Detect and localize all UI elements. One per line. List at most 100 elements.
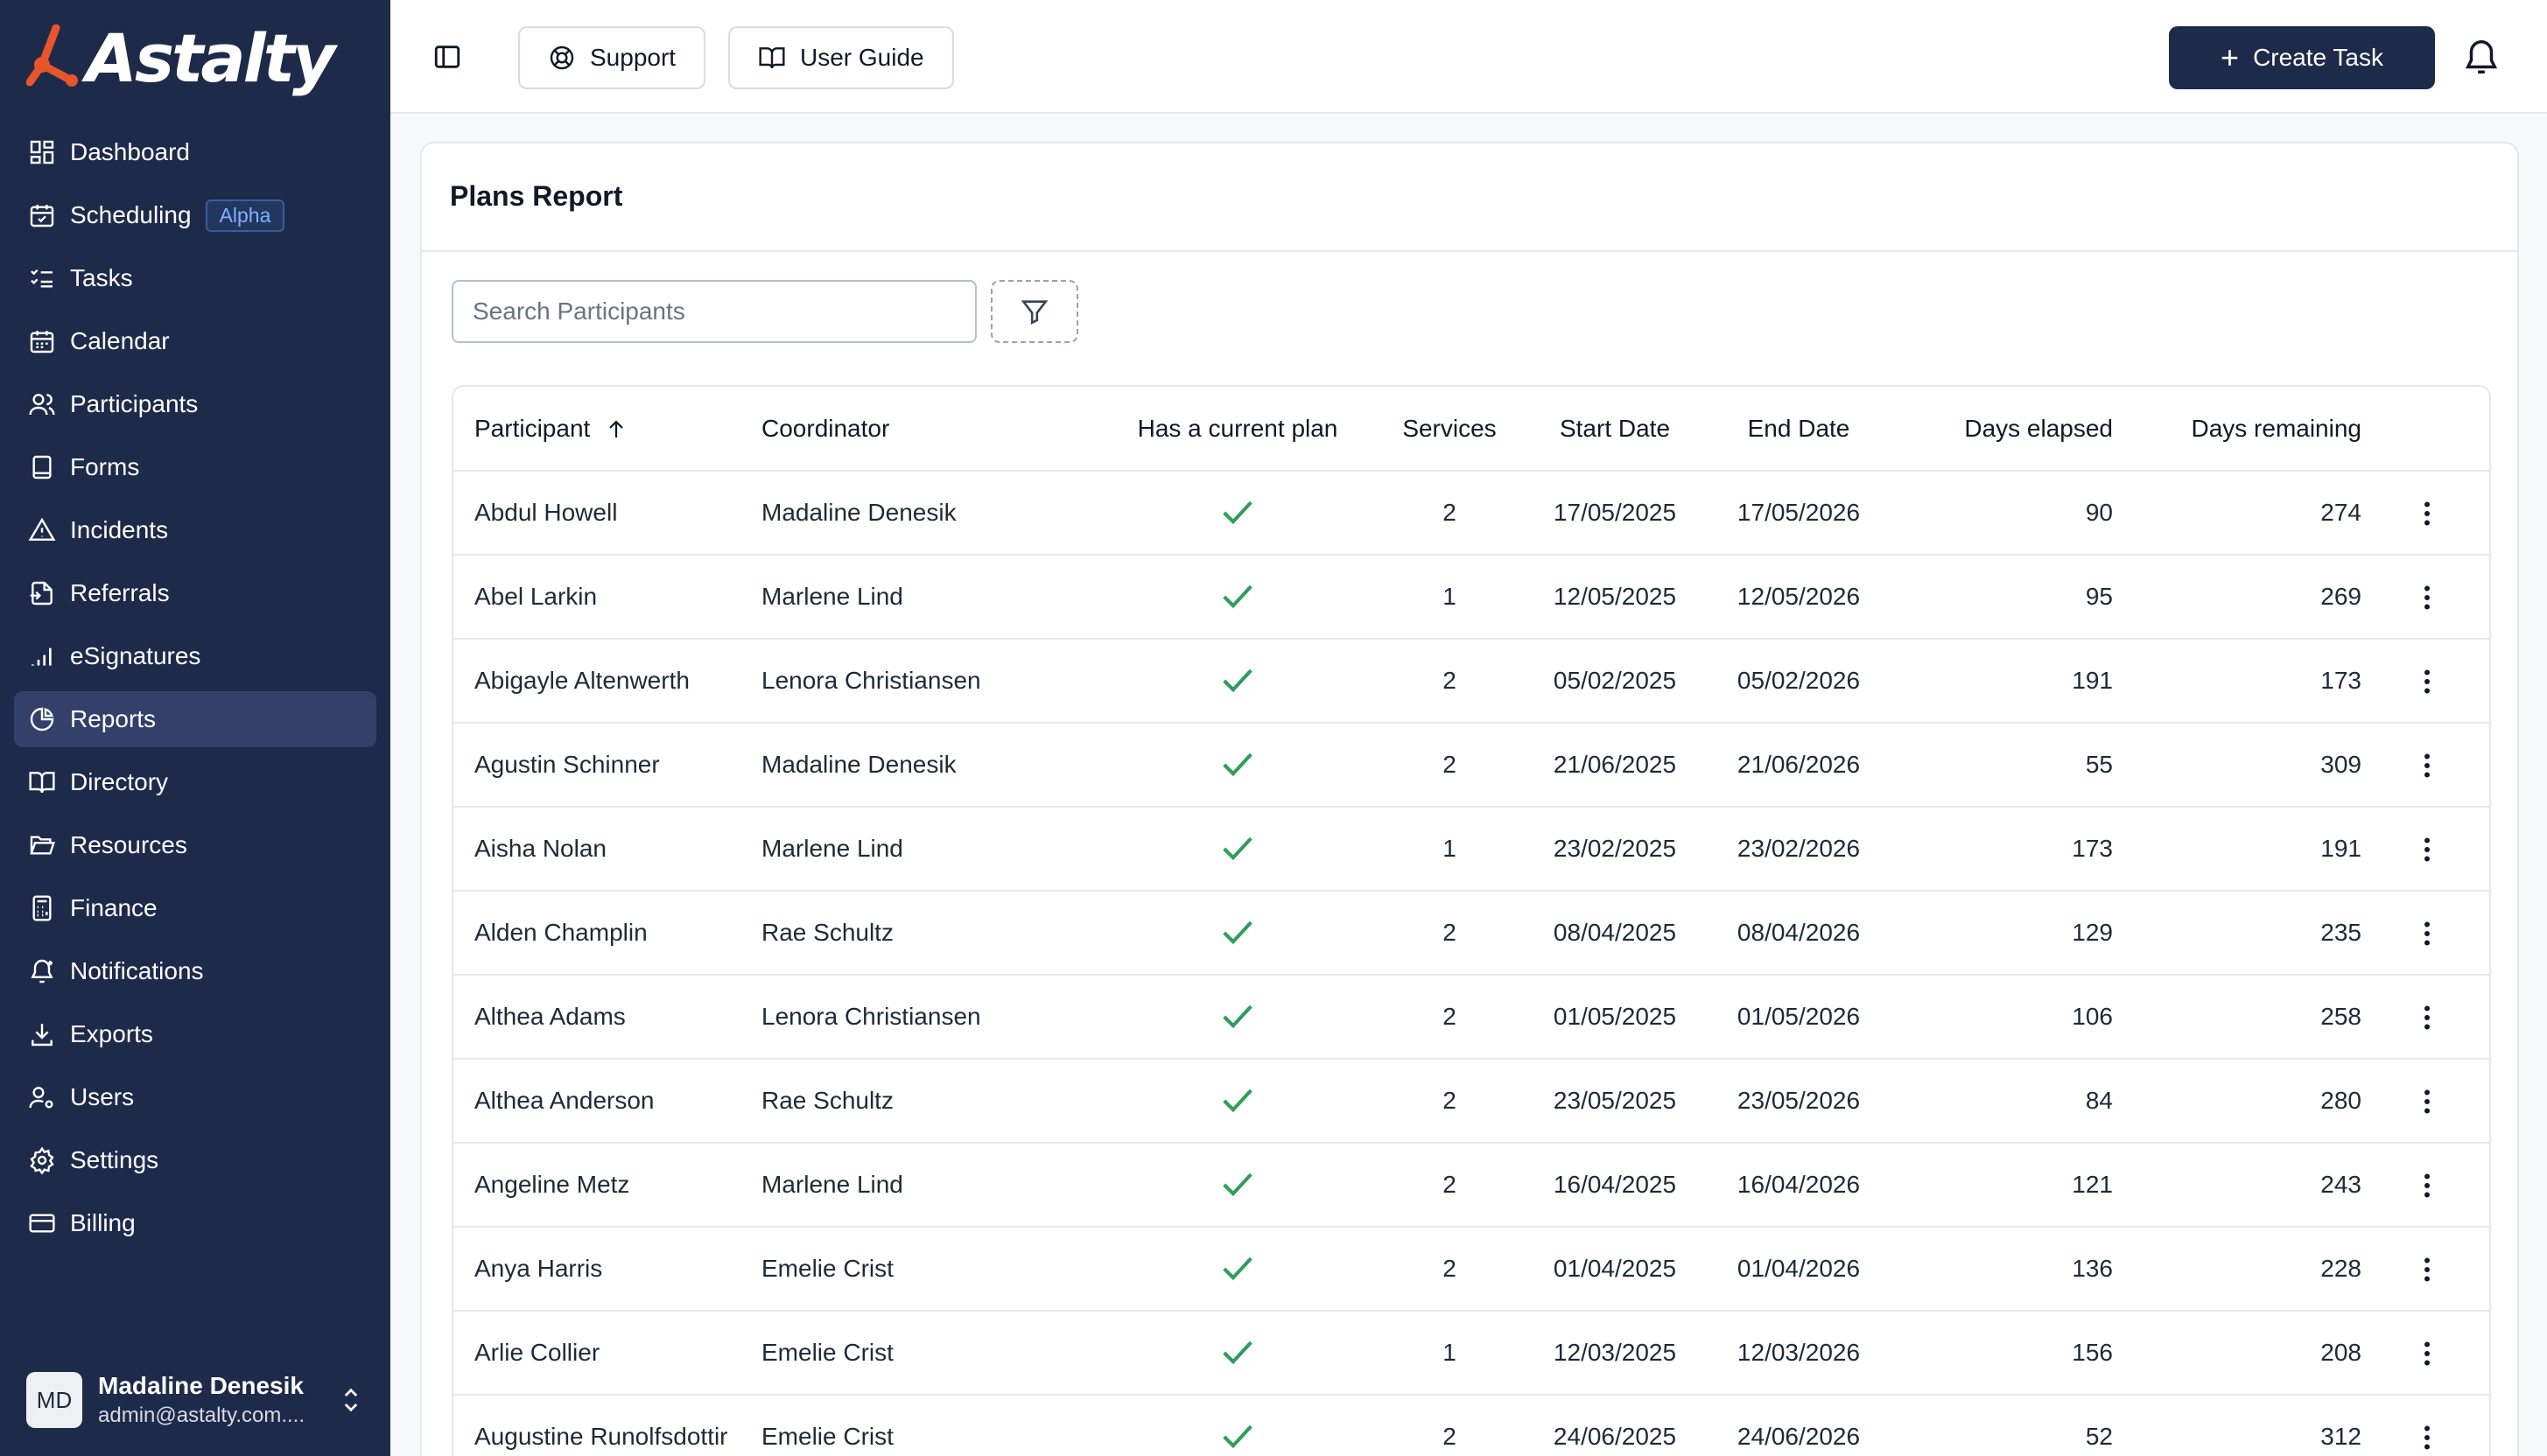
table-row[interactable]: Althea Adams Lenora Christiansen 2 01/05… xyxy=(453,975,2489,1060)
sidebar-item-exports[interactable]: Exports xyxy=(14,1006,376,1062)
row-actions[interactable] xyxy=(2365,555,2489,640)
column-header-days-elapsed[interactable]: Days elapsed xyxy=(1889,387,2116,472)
table-row[interactable]: Augustine Runolfsdottir Emelie Crist 2 2… xyxy=(453,1395,2489,1456)
table-row[interactable]: Abigayle Altenwerth Lenora Christiansen … xyxy=(453,639,2489,724)
participant-cell: Abigayle Altenwerth xyxy=(453,639,761,724)
column-header-services[interactable]: Services xyxy=(1378,387,1521,472)
user-menu[interactable]: MD Madaline Denesik admin@astalty.com...… xyxy=(26,1367,368,1433)
column-header-end-date[interactable]: End Date xyxy=(1709,387,1889,472)
dashboard-icon xyxy=(30,140,54,164)
row-actions[interactable] xyxy=(2365,1227,2489,1312)
table-row[interactable]: Agustin Schinner Madaline Denesik 2 21/0… xyxy=(453,723,2489,808)
row-actions[interactable] xyxy=(2365,891,2489,976)
search-input[interactable] xyxy=(452,280,977,343)
sidebar-item-users[interactable]: Users xyxy=(14,1069,376,1125)
more-vertical-icon xyxy=(2424,669,2430,694)
brand-logo[interactable]: Astalty xyxy=(26,19,336,97)
table-row[interactable]: Aisha Nolan Marlene Lind 1 23/02/2025 23… xyxy=(453,807,2489,892)
sidebar-item-referrals[interactable]: Referrals xyxy=(14,565,376,621)
sidebar-item-settings[interactable]: Settings xyxy=(14,1132,376,1188)
row-actions[interactable] xyxy=(2365,723,2489,808)
services-cell: 2 xyxy=(1378,1395,1521,1456)
table-row[interactable]: Anya Harris Emelie Crist 2 01/04/2025 01… xyxy=(453,1227,2489,1312)
sidebar-item-notifications[interactable]: Notifications xyxy=(14,943,376,999)
table-row[interactable]: Abdul Howell Madaline Denesik 2 17/05/20… xyxy=(453,471,2489,556)
filter-button[interactable] xyxy=(991,280,1078,343)
start-date-cell: 01/04/2025 xyxy=(1521,1227,1709,1312)
create-task-label: Create Task xyxy=(2253,44,2383,71)
sidebar-item-billing[interactable]: Billing xyxy=(14,1195,376,1251)
sidebar-item-resources[interactable]: Resources xyxy=(14,817,376,873)
end-date-cell: 16/04/2026 xyxy=(1709,1143,1889,1228)
sidebar-item-participants[interactable]: Participants xyxy=(14,376,376,432)
table-row[interactable]: Alden Champlin Rae Schultz 2 08/04/2025 … xyxy=(453,891,2489,976)
row-actions[interactable] xyxy=(2365,1143,2489,1228)
sidebar-nav: Dashboard Scheduling Alpha Tasks Calenda… xyxy=(14,124,376,1258)
column-header-start-date[interactable]: Start Date xyxy=(1521,387,1709,472)
participant-cell: Arlie Collier xyxy=(453,1311,761,1396)
user-guide-button[interactable]: User Guide xyxy=(728,26,954,89)
sidebar-item-incidents[interactable]: Incidents xyxy=(14,502,376,558)
coordinator-cell: Emelie Crist xyxy=(761,1227,1098,1312)
column-header-has-plan[interactable]: Has a current plan xyxy=(1098,387,1378,472)
sidebar-item-dashboard[interactable]: Dashboard xyxy=(14,124,376,180)
services-cell: 2 xyxy=(1378,471,1521,556)
sidebar-toggle-icon[interactable] xyxy=(432,42,462,72)
user-cog-icon xyxy=(29,1087,53,1109)
bell-icon[interactable] xyxy=(2461,35,2501,79)
sidebar-item-scheduling[interactable]: Scheduling Alpha xyxy=(14,187,376,243)
participant-cell: Aisha Nolan xyxy=(453,807,761,892)
column-header-days-remaining[interactable]: Days remaining xyxy=(2116,387,2365,472)
participant-cell: Angeline Metz xyxy=(453,1143,761,1228)
table-row[interactable]: Angeline Metz Marlene Lind 2 16/04/2025 … xyxy=(453,1143,2489,1228)
has-plan-cell xyxy=(1098,1143,1378,1228)
user-email: admin@astalty.com.... xyxy=(98,1404,305,1427)
check-icon xyxy=(1223,1257,1252,1281)
sidebar-item-directory[interactable]: Directory xyxy=(14,754,376,810)
sidebar-item-label: Incidents xyxy=(70,516,169,543)
start-date-cell: 17/05/2025 xyxy=(1521,471,1709,556)
row-actions[interactable] xyxy=(2365,807,2489,892)
sidebar-item-label: eSignatures xyxy=(70,642,201,669)
row-actions[interactable] xyxy=(2365,1395,2489,1456)
column-header-participant[interactable]: Participant xyxy=(453,387,761,472)
check-icon xyxy=(1223,753,1252,777)
sidebar-item-label: Settings xyxy=(70,1146,159,1173)
sidebar-item-tasks[interactable]: Tasks xyxy=(14,250,376,306)
days-elapsed-cell: 156 xyxy=(1889,1311,2116,1396)
logo-mark-icon xyxy=(26,24,78,87)
divider xyxy=(422,250,2517,252)
coordinator-cell: Rae Schultz xyxy=(761,1059,1098,1144)
days-elapsed-cell: 106 xyxy=(1889,975,2116,1060)
plans-report-card: Plans Report Participant Coordinator Has… xyxy=(420,142,2519,1456)
coordinator-cell: Emelie Crist xyxy=(761,1395,1098,1456)
days-elapsed-cell: 191 xyxy=(1889,639,2116,724)
column-header-coordinator[interactable]: Coordinator xyxy=(761,387,1098,472)
start-date-cell: 12/03/2025 xyxy=(1521,1311,1709,1396)
has-plan-cell xyxy=(1098,1059,1378,1144)
sidebar-item-finance[interactable]: Finance xyxy=(14,880,376,936)
table-row[interactable]: Althea Anderson Rae Schultz 2 23/05/2025… xyxy=(453,1059,2489,1144)
sidebar-item-esignatures[interactable]: eSignatures xyxy=(14,628,376,684)
services-cell: 1 xyxy=(1378,555,1521,640)
row-actions[interactable] xyxy=(2365,975,2489,1060)
row-actions[interactable] xyxy=(2365,639,2489,724)
sidebar-item-calendar[interactable]: Calendar xyxy=(14,313,376,369)
row-actions[interactable] xyxy=(2365,1059,2489,1144)
row-actions[interactable] xyxy=(2365,1311,2489,1396)
row-actions[interactable] xyxy=(2365,471,2489,556)
gear-icon xyxy=(30,1146,54,1174)
sidebar-item-forms[interactable]: Forms xyxy=(14,439,376,495)
has-plan-cell xyxy=(1098,1227,1378,1312)
support-button[interactable]: Support xyxy=(518,26,706,89)
create-task-button[interactable]: + Create Task xyxy=(2169,26,2435,89)
end-date-cell: 12/05/2026 xyxy=(1709,555,1889,640)
end-date-cell: 12/03/2026 xyxy=(1709,1311,1889,1396)
days-elapsed-cell: 173 xyxy=(1889,807,2116,892)
table-row[interactable]: Abel Larkin Marlene Lind 1 12/05/2025 12… xyxy=(453,555,2489,640)
sidebar-item-reports[interactable]: Reports xyxy=(14,691,376,747)
end-date-cell: 21/06/2026 xyxy=(1709,723,1889,808)
sidebar-item-label: Referrals xyxy=(70,579,170,606)
table-row[interactable]: Arlie Collier Emelie Crist 1 12/03/2025 … xyxy=(453,1311,2489,1396)
alpha-badge: Alpha xyxy=(205,199,285,232)
